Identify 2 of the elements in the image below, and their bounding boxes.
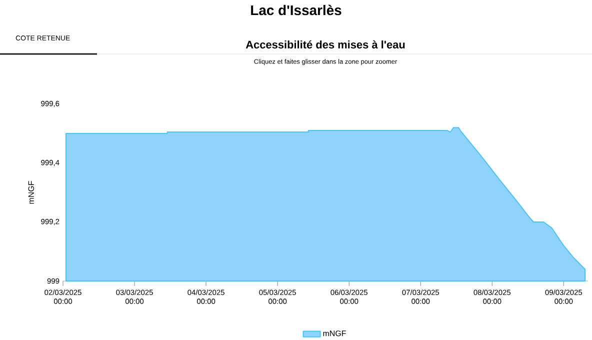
chart-title: Accessibilité des mises à l'eau [246, 40, 405, 48]
text: Lac d'Issarlès [251, 4, 342, 16]
